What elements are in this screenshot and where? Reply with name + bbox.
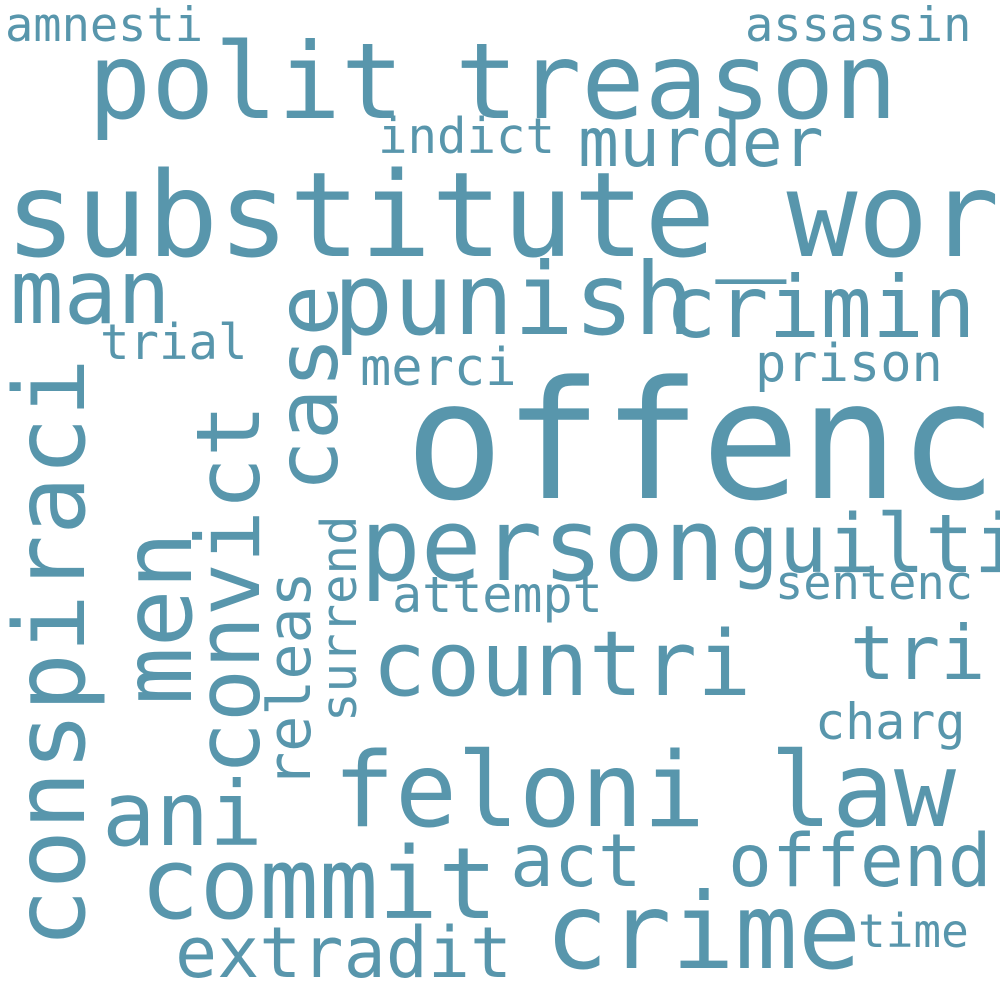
- word-charg: charg: [815, 693, 966, 751]
- word-polit: polit: [88, 21, 405, 143]
- word-sentenc: sentenc: [775, 556, 974, 611]
- word-tri: tri: [850, 609, 986, 697]
- word-punish: punish: [333, 241, 695, 358]
- word-merci: merci: [360, 338, 517, 398]
- word-law: law: [770, 731, 957, 851]
- word-extradit: extradit: [175, 912, 513, 994]
- word-treason: treason: [455, 21, 898, 143]
- word-prison: prison: [755, 334, 943, 394]
- word-man: man: [10, 240, 171, 344]
- word-assassin: assassin: [745, 0, 972, 53]
- word-murder: murder: [578, 104, 824, 183]
- word-guilti: guilti: [730, 498, 1000, 592]
- word-attempt: attempt: [392, 566, 603, 624]
- word-amnesti: amnesti: [5, 0, 204, 53]
- word-crimin: crimin: [665, 258, 976, 358]
- word-offend: offend: [728, 819, 992, 904]
- word-act: act: [510, 819, 642, 904]
- word-time: time: [858, 904, 969, 958]
- word-crime: crime: [545, 871, 862, 993]
- word-feloni: feloni: [333, 731, 706, 851]
- word-indict: indict: [378, 108, 556, 165]
- word-substitute-word: substitute_word: [5, 146, 1000, 284]
- word-conspiraci: conspiraci: [0, 357, 108, 948]
- word-commit: commit: [140, 827, 498, 942]
- word-countri: countri: [372, 612, 752, 717]
- word-person: person: [360, 486, 725, 604]
- word-ani: ani: [102, 762, 263, 866]
- word-surrend: surrend: [311, 515, 368, 722]
- word-men: men: [102, 531, 214, 705]
- word-trial: trial: [100, 314, 248, 371]
- word-offenc: offenc: [405, 346, 998, 537]
